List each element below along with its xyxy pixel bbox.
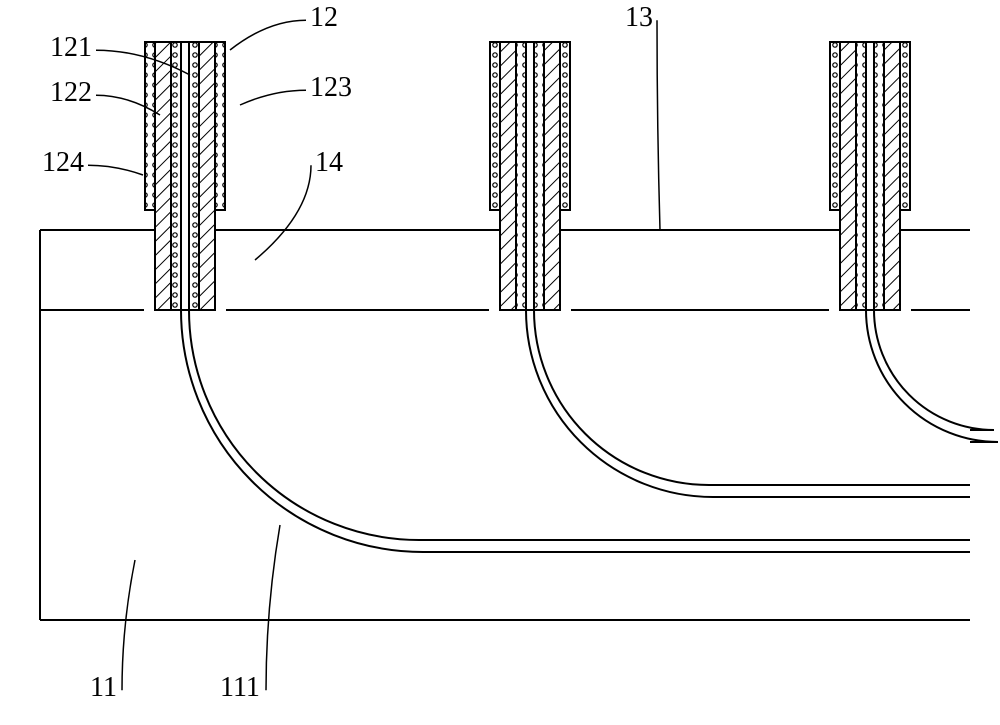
diagram-svg xyxy=(0,0,1000,725)
label-111: 111 xyxy=(220,672,260,704)
label-11: 11 xyxy=(90,672,117,704)
label-121: 121 xyxy=(50,32,92,64)
label-123: 123 xyxy=(310,72,352,104)
label-12: 12 xyxy=(310,2,338,34)
label-124: 124 xyxy=(42,147,84,179)
label-122: 122 xyxy=(50,77,92,109)
label-13: 13 xyxy=(625,2,653,34)
label-14: 14 xyxy=(315,147,343,179)
